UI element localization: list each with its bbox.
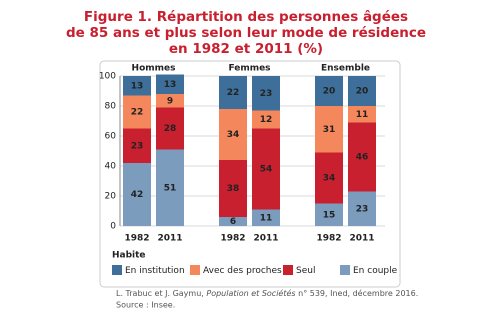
legend-title: Habite [112, 251, 146, 261]
data-label: 54 [260, 165, 273, 175]
bar-segment [315, 76, 343, 106]
group-label: Femmes [228, 64, 270, 74]
y-tick-label: 100 [99, 72, 116, 82]
chart-title: en 1982 et 2011 (%) [169, 41, 323, 57]
legend-swatch [112, 265, 122, 275]
bar-segment [123, 95, 151, 129]
data-label: 46 [356, 153, 369, 163]
x-tick-label: 1982 [316, 234, 341, 244]
data-label: 31 [323, 125, 336, 135]
bar-segment [219, 217, 247, 226]
bar-segment [315, 106, 343, 153]
data-label: 34 [227, 130, 240, 140]
data-label: 13 [164, 80, 177, 90]
legend-swatch [190, 265, 200, 275]
group-label: Ensemble [321, 64, 370, 74]
data-label: 13 [131, 81, 144, 91]
legend-label: En couple [353, 266, 398, 276]
bar-segment [219, 109, 247, 160]
bar-segment [252, 128, 280, 210]
bar-segment [219, 160, 247, 217]
legend-swatch [283, 265, 293, 275]
data-label: 42 [131, 190, 144, 200]
data-label: 11 [260, 213, 273, 223]
data-label: 20 [323, 87, 336, 97]
data-label: 11 [356, 110, 369, 120]
data-label: 51 [164, 183, 177, 193]
data-label: 22 [227, 88, 240, 98]
bar-segment [156, 74, 184, 94]
y-tick-label: 40 [105, 162, 117, 172]
legend-label: Avec des proches [203, 266, 282, 276]
x-tick-label: 2011 [349, 234, 374, 244]
chart-title: Figure 1. Répartition des personnes âgée… [84, 9, 408, 25]
y-tick-label: 0 [110, 222, 116, 232]
data-label: 38 [227, 184, 240, 194]
bar-segment [348, 191, 376, 226]
data-label: 20 [356, 87, 369, 97]
y-tick-label: 20 [105, 192, 117, 202]
data-label: 6 [230, 217, 236, 227]
bar-segment [156, 107, 184, 150]
y-tick-label: 80 [105, 102, 117, 112]
data-label: 23 [131, 141, 144, 151]
bar-segment [219, 76, 247, 109]
chart-title: de 85 ans et plus selon leur mode de rés… [66, 25, 426, 41]
data-label: 15 [323, 210, 336, 220]
x-tick-label: 1982 [220, 234, 245, 244]
source: L. Trabuc et J. Gaymu, Population et Soc… [116, 288, 418, 298]
source-part: L. Trabuc et J. Gaymu, [116, 289, 206, 298]
bar-segment [315, 203, 343, 226]
bar-segment [252, 76, 280, 111]
x-tick-label: 1982 [124, 234, 149, 244]
bar-segment [156, 149, 184, 226]
source-part: Population et Sociétés [206, 288, 295, 298]
bar-segment [123, 128, 151, 163]
data-label: 23 [356, 204, 369, 214]
legend-swatch [340, 265, 350, 275]
data-label: 12 [260, 115, 273, 125]
legend-label: En institution [125, 266, 185, 276]
data-label: 34 [323, 174, 336, 184]
source: Source : Insee. [116, 301, 175, 310]
bar-segment [348, 106, 376, 123]
bar-segment [315, 152, 343, 204]
bar-segment [156, 94, 184, 108]
legend-label: Seul [296, 266, 315, 276]
group-label: Hommes [132, 64, 176, 74]
source-part: n° 539, Ined, décembre 2016. [296, 288, 419, 298]
bar-segment [252, 209, 280, 226]
data-label: 23 [260, 89, 273, 99]
data-label: 22 [131, 108, 144, 118]
bar-segment [252, 110, 280, 129]
x-tick-label: 2011 [253, 234, 278, 244]
data-label: 28 [164, 124, 177, 134]
x-tick-label: 2011 [157, 234, 182, 244]
y-tick-label: 60 [105, 132, 117, 142]
bar-segment [123, 163, 151, 226]
data-label: 9 [167, 96, 173, 106]
bar-segment [123, 76, 151, 96]
bar-segment [348, 76, 376, 106]
bar-segment [348, 122, 376, 192]
